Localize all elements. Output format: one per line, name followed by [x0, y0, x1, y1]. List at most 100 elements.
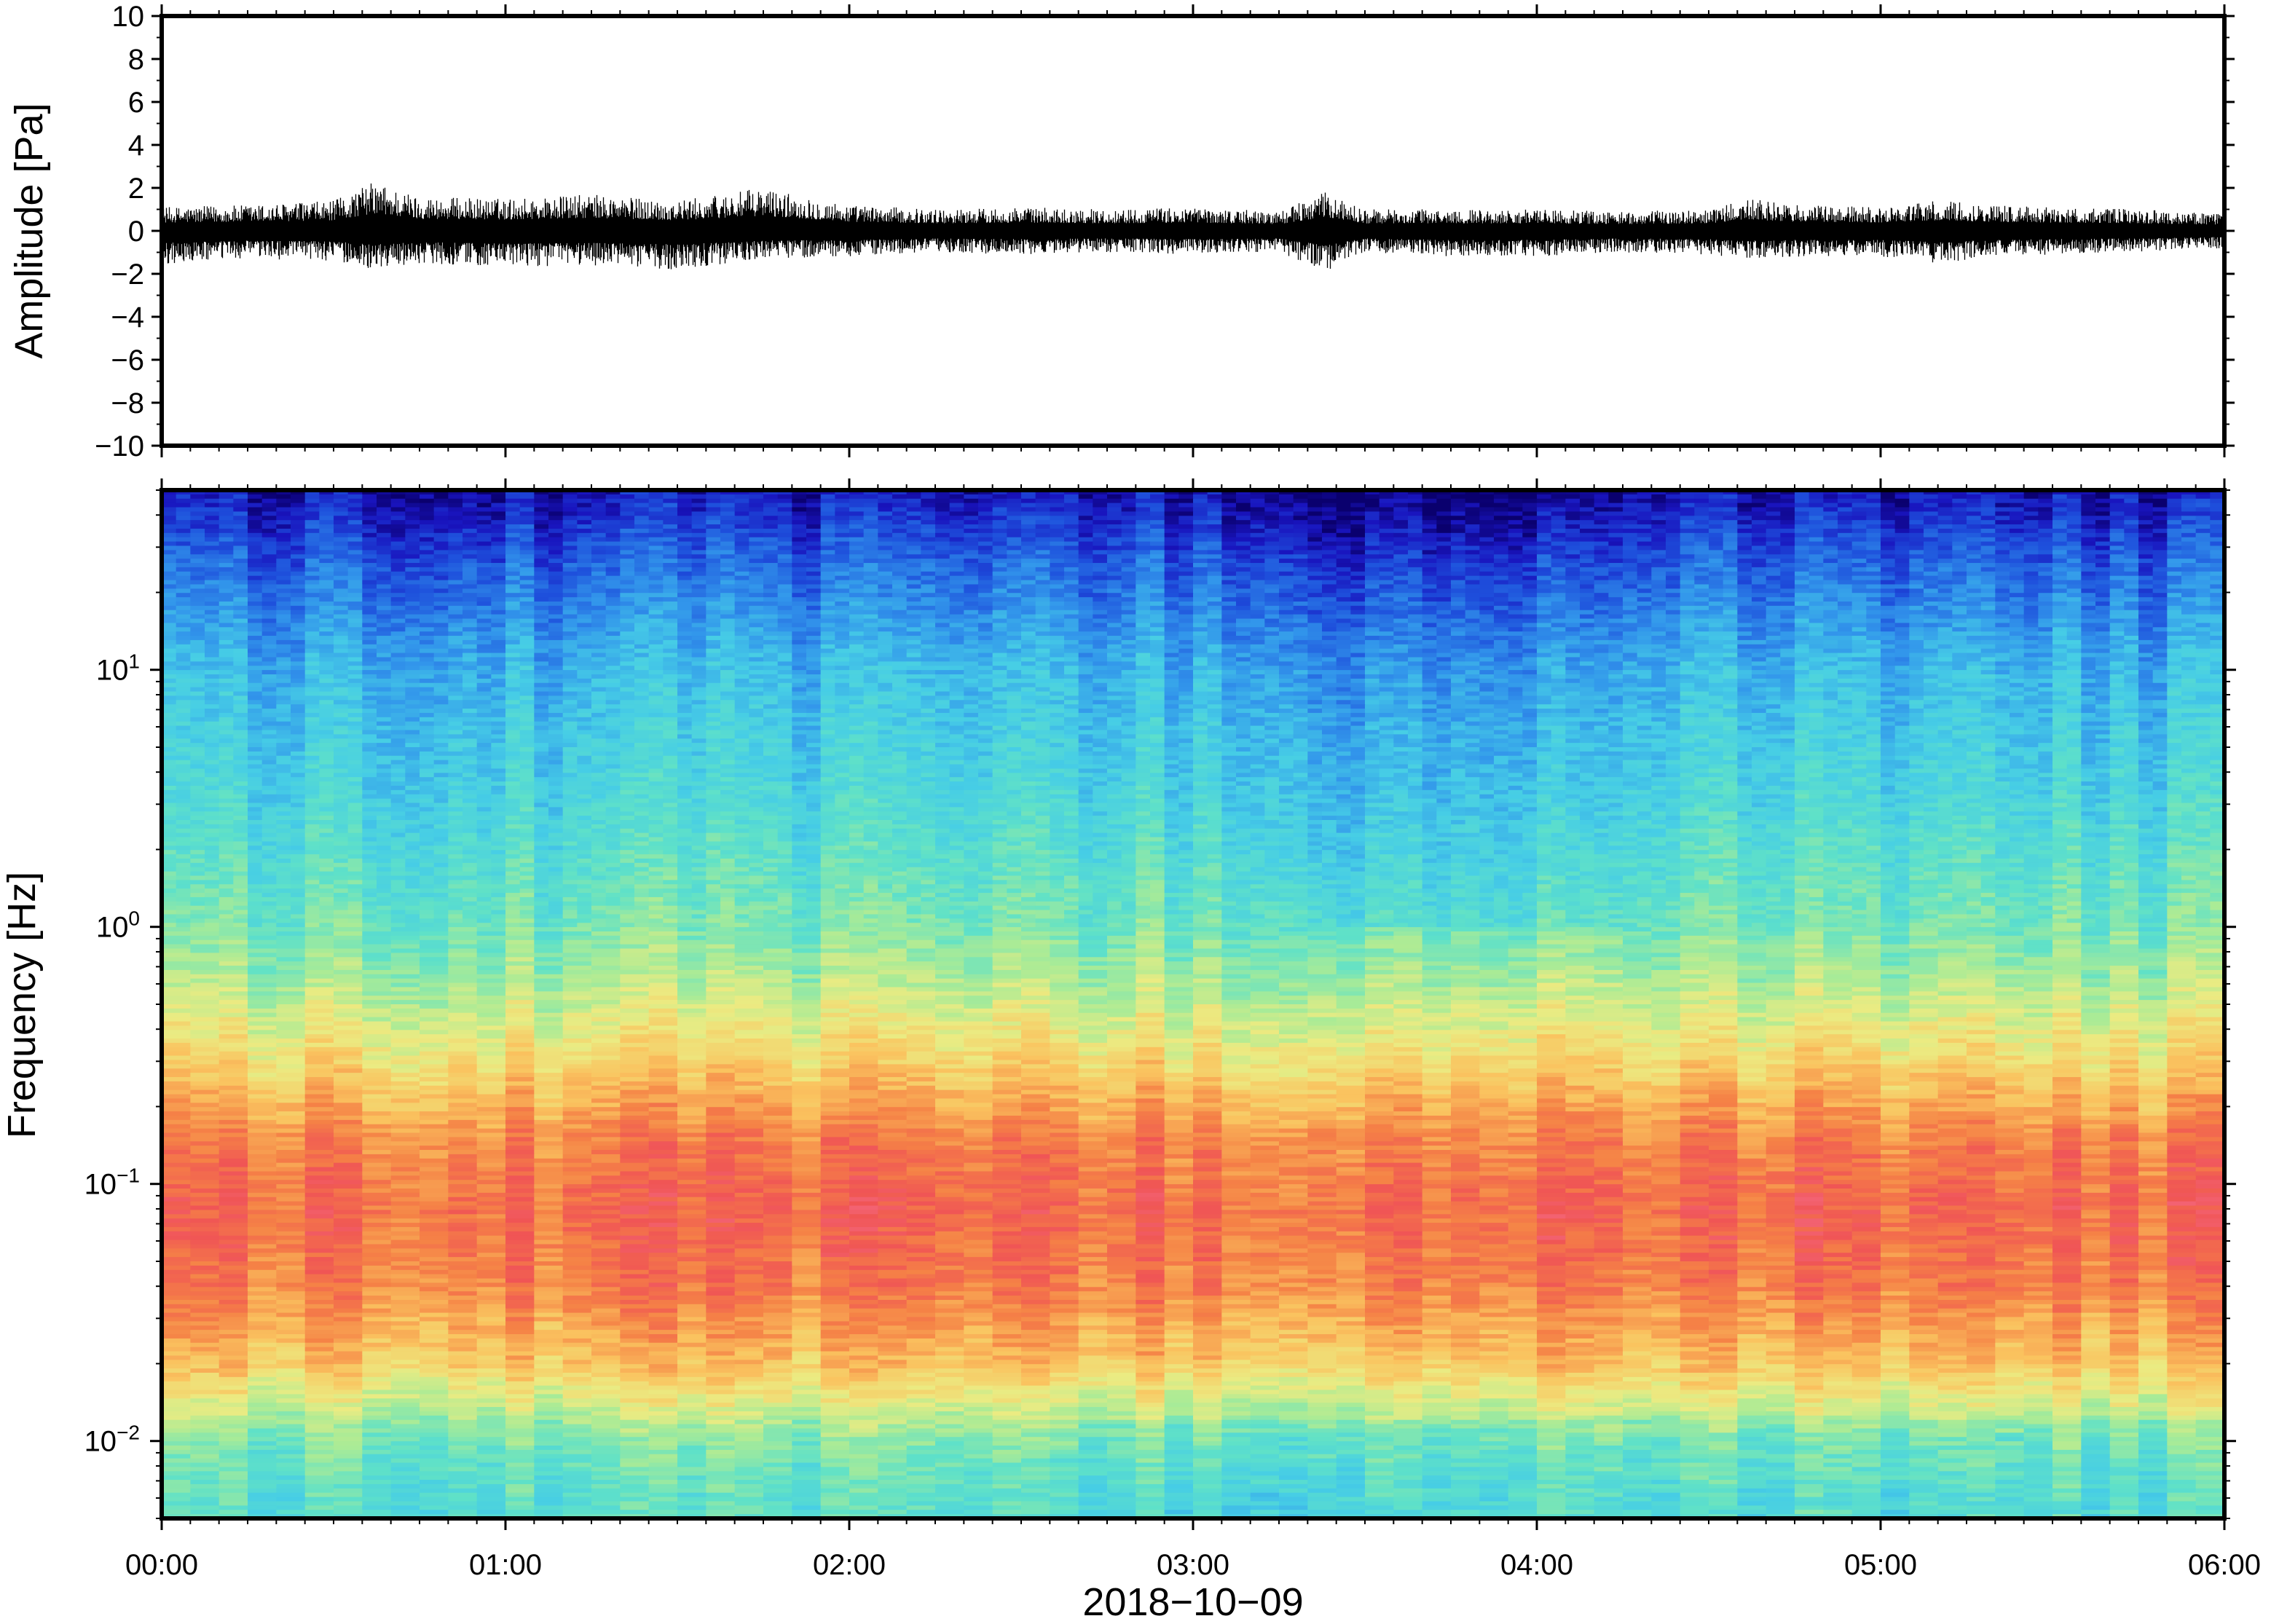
- spectrogram-cell: [2095, 507, 2111, 513]
- spectrogram-cell: [1393, 528, 1409, 534]
- spectrogram-cell: [190, 545, 205, 551]
- spectrogram-cell: [2095, 584, 2111, 589]
- spectrogram-cell: [1580, 618, 1595, 623]
- spectrogram-cell: [534, 627, 549, 632]
- spectrogram-cell: [1150, 520, 1165, 525]
- spectrogram-cell: [1178, 541, 1194, 547]
- spectrogram-cell: [935, 597, 950, 602]
- spectrogram-cell: [1078, 618, 1093, 623]
- spectrogram-cell: [964, 490, 979, 495]
- spectrogram-cell: [548, 631, 564, 636]
- spectrogram-cell: [878, 507, 893, 513]
- spectrogram-cell: [978, 575, 993, 581]
- spectrogram-cell: [2138, 516, 2154, 521]
- spectrogram-cell: [1279, 502, 1294, 508]
- spectrogram-cell: [1150, 559, 1165, 564]
- spectrogram-cell: [491, 490, 506, 495]
- spectrogram-cell: [1050, 507, 1065, 513]
- spectrogram-cell: [1479, 605, 1495, 611]
- spectrogram-cell: [906, 537, 921, 543]
- spectrogram-cell: [1007, 605, 1022, 611]
- spectrogram-cell: [763, 593, 779, 598]
- spectrogram-cell: [1851, 584, 1867, 589]
- spectrogram-cell: [792, 532, 807, 538]
- spectrogram-cell: [448, 520, 463, 525]
- spectrogram-cell: [448, 605, 463, 611]
- spectrogram-cell: [863, 601, 878, 607]
- spectrogram-cell: [806, 502, 822, 508]
- spectrogram-cell: [519, 532, 535, 538]
- spectrogram-cell: [304, 490, 320, 495]
- spectrogram-cell: [562, 537, 578, 543]
- spectrogram-cell: [1795, 498, 1810, 504]
- spectrogram-cell: [2095, 490, 2111, 495]
- spectrogram-cell: [1107, 516, 1122, 521]
- spectrogram-cell: [2023, 593, 2039, 598]
- spectrogram-cell: [347, 614, 363, 620]
- spectrogram-cell: [1264, 498, 1280, 504]
- spectrogram-cell: [1379, 528, 1394, 534]
- spectrogram-cell: [1078, 541, 1093, 547]
- spectrogram-cell: [1465, 597, 1480, 602]
- spectrogram-cell: [820, 614, 835, 620]
- spectrogram-cell: [1851, 494, 1867, 500]
- spectrogram-cell: [548, 532, 564, 538]
- spectrogram-cell: [362, 584, 377, 589]
- spectrogram-cell: [291, 516, 306, 521]
- spectrogram-cell: [505, 524, 521, 529]
- spectrogram-cell: [491, 532, 506, 538]
- spectrogram-cell: [634, 559, 650, 564]
- spectrogram-cell: [1766, 550, 1781, 555]
- spectrogram-cell: [806, 511, 822, 516]
- spectrogram-cell: [1365, 567, 1380, 572]
- spectrogram-cell: [1995, 507, 2010, 513]
- spectrogram-cell: [1064, 516, 1079, 521]
- spectrogram-cell: [1838, 571, 1853, 577]
- spectrogram-cell: [1107, 588, 1122, 594]
- spectrogram-cell: [1608, 567, 1623, 572]
- spectrogram-cell: [1307, 520, 1323, 525]
- spectrogram-cell: [1150, 490, 1165, 495]
- spectrogram-cell: [863, 511, 878, 516]
- spectrogram-cell: [1580, 541, 1595, 547]
- spectrogram-cell: [1007, 580, 1022, 586]
- spectrogram-cell: [1666, 537, 1681, 543]
- spectrogram-cell: [1866, 528, 1881, 534]
- spectrogram-cell: [276, 550, 291, 555]
- spectrogram-cell: [1422, 490, 1437, 495]
- spectrogram-cell: [1436, 584, 1452, 589]
- spectrogram-cell: [1737, 584, 1752, 589]
- spectrogram-cell: [377, 550, 392, 555]
- spectrogram-cell: [1881, 516, 1896, 521]
- spectrogram-cell: [1279, 575, 1294, 581]
- spectrogram-cell: [463, 524, 478, 529]
- spectrogram-cell: [1322, 610, 1337, 615]
- spectrogram-cell: [1709, 563, 1724, 568]
- spectrogram-cell: [1608, 502, 1623, 508]
- spectrogram-cell: [248, 567, 263, 572]
- spectrogram-cell: [362, 541, 377, 547]
- spectrogram-cell: [2124, 584, 2139, 589]
- spectrogram-cell: [935, 550, 950, 555]
- spectrogram-cell: [806, 601, 822, 607]
- spectrogram-cell: [577, 614, 592, 620]
- spectrogram-cell: [949, 550, 964, 555]
- spectrogram-cell: [233, 559, 248, 564]
- spectrogram-cell: [1408, 563, 1423, 568]
- spectrogram-cell: [1021, 605, 1036, 611]
- spectrogram-cell: [362, 516, 377, 521]
- spectrogram-cell: [2181, 588, 2197, 594]
- spectrogram-cell: [162, 610, 177, 615]
- spectrogram-cell: [261, 528, 277, 534]
- spectrogram-cell: [1236, 537, 1251, 543]
- spectrogram-cell: [248, 502, 263, 508]
- spectrogram-cell: [420, 516, 435, 521]
- spectrogram-cell: [1379, 511, 1394, 516]
- spectrogram-cell: [1980, 541, 1996, 547]
- spectrogram-cell: [620, 601, 635, 607]
- spectrogram-cell: [1980, 545, 1996, 551]
- spectrogram-cell: [878, 623, 893, 628]
- spectrogram-cell: [1264, 597, 1280, 602]
- spectrogram-cell: [892, 567, 908, 572]
- spectrogram-cell: [420, 567, 435, 572]
